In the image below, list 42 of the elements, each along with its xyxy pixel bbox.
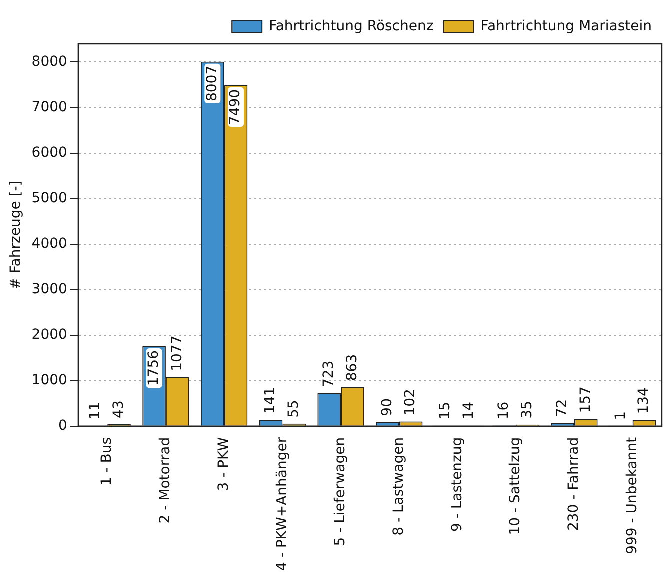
x-tick-label: 4 - PKW+Anhänger — [274, 437, 290, 572]
x-tick-label: 999 - Unbekannt — [624, 436, 640, 554]
data-label: 7490 — [228, 89, 244, 126]
data-label: 8007 — [204, 66, 220, 102]
x-tick-label: 3 - PKW — [216, 437, 232, 492]
y-tick-label: 5000 — [32, 190, 68, 206]
data-label: 11 — [88, 402, 104, 420]
data-label: 14 — [461, 402, 478, 420]
y-tick-label: 7000 — [32, 99, 68, 116]
y-tick-label: 4000 — [32, 236, 68, 252]
x-tick-label: 1 - Bus — [99, 437, 116, 486]
x-tick-label: 9 - Lastenzug — [449, 437, 466, 532]
data-label: 90 — [379, 398, 396, 416]
data-label: 55 — [286, 400, 302, 418]
data-label: 72 — [554, 399, 570, 418]
data-label: 1077 — [169, 336, 186, 372]
legend-label: Fahrtrichtung Mariastein — [480, 18, 652, 35]
x-tick-label: 230 - Fahrrad — [566, 437, 582, 532]
data-label: 1 — [612, 411, 629, 420]
x-tick-label: 5 - Lieferwagen — [332, 437, 349, 546]
data-label: 15 — [438, 402, 454, 420]
data-label: 157 — [578, 386, 594, 414]
data-label: 134 — [636, 387, 652, 414]
y-tick-label: 8000 — [32, 54, 68, 70]
data-label: 1756 — [146, 350, 162, 386]
x-tick-label: 2 - Motorrad — [158, 437, 174, 524]
data-label: 723 — [321, 360, 338, 388]
x-tick-label: 10 - Sattelzug — [508, 437, 524, 536]
data-label: 102 — [402, 389, 419, 416]
legend-label: Fahrtrichtung Röschenz — [269, 18, 434, 35]
y-tick-label: 0 — [58, 418, 68, 434]
y-tick-label: 3000 — [32, 281, 68, 298]
y-tick-label: 6000 — [32, 144, 68, 161]
y-axis-title: # Fahrzeuge [-] — [8, 180, 24, 290]
y-tick-label: 1000 — [32, 372, 68, 389]
data-label: 43 — [110, 400, 127, 418]
data-label: 863 — [344, 354, 360, 382]
data-label: 141 — [262, 387, 279, 414]
y-tick-label: 2000 — [32, 327, 68, 343]
data-label: 35 — [519, 400, 536, 419]
data-label: 16 — [496, 402, 512, 420]
x-tick-label: 8 - Lastwagen — [391, 437, 408, 536]
